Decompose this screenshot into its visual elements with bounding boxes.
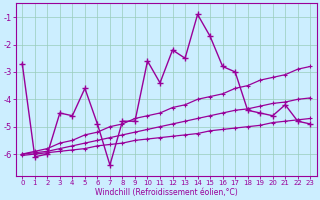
X-axis label: Windchill (Refroidissement éolien,°C): Windchill (Refroidissement éolien,°C) (95, 188, 238, 197)
